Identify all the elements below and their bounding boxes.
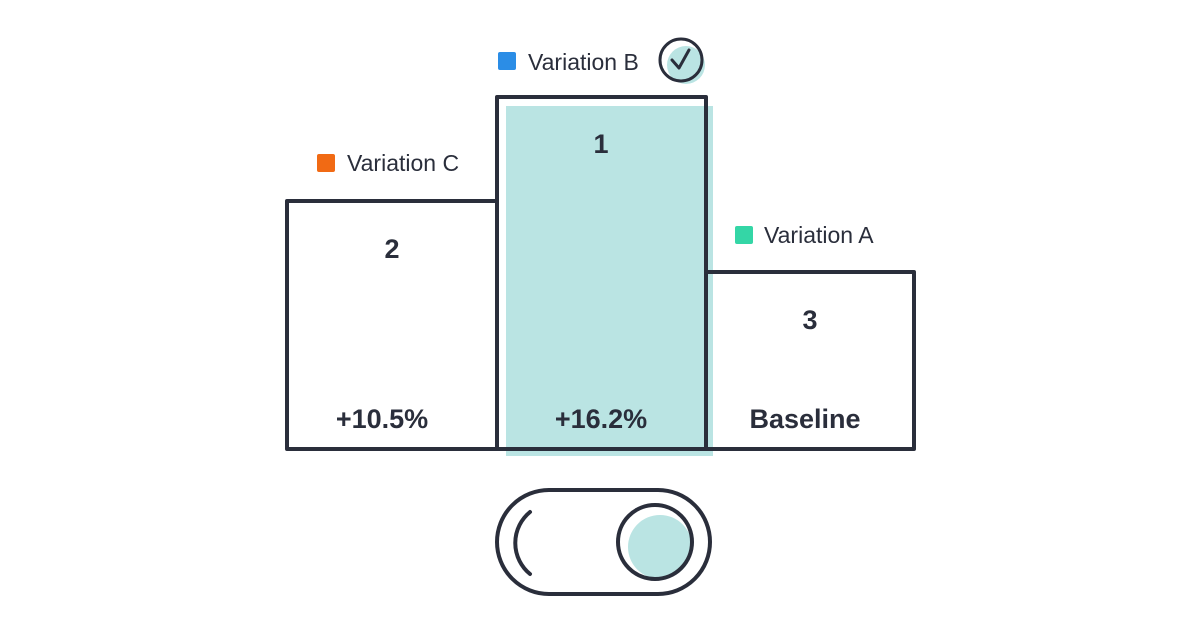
podium-block-variation-a: 3 Baseline (704, 270, 916, 451)
legend-label: Variation B (528, 49, 639, 75)
podium-block-outline (704, 270, 916, 451)
legend-label: Variation C (347, 150, 459, 176)
legend-swatch-orange (317, 154, 335, 172)
legend-label: Variation A (764, 222, 874, 248)
baseline-label: Baseline (749, 404, 860, 434)
legend-swatch-green (735, 226, 753, 244)
winner-highlight-fill (506, 106, 713, 456)
legend-variation-c: Variation C (317, 150, 459, 176)
legend-variation-b: Variation B (498, 37, 705, 84)
rank-number: 2 (384, 234, 399, 264)
rank-number: 1 (593, 129, 608, 159)
lift-value: +16.2% (555, 404, 647, 434)
legend-swatch-blue (498, 52, 516, 70)
check-circle-icon (658, 37, 705, 84)
lift-value: +10.5% (336, 404, 428, 434)
legend-variation-a: Variation A (735, 222, 874, 248)
rank-number: 3 (802, 305, 817, 335)
toggle-switch-icon[interactable] (495, 488, 712, 596)
podium-block-variation-c: 2 +10.5% (285, 199, 499, 451)
